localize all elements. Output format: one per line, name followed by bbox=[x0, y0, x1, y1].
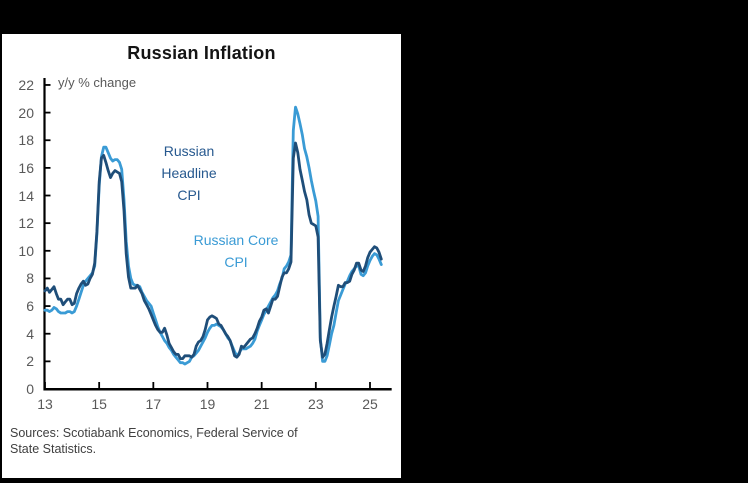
y-tick-label-6: 6 bbox=[26, 298, 34, 315]
sources-line-1: Sources: Scotiabank Economics, Federal S… bbox=[10, 426, 298, 440]
y-tick-label-14: 14 bbox=[18, 187, 34, 204]
headline-label-line-1: Russian bbox=[163, 143, 215, 159]
y-tick-label-0: 0 bbox=[26, 381, 34, 397]
y-tick-label-4: 4 bbox=[26, 325, 34, 342]
x-tick-label-25: 25 bbox=[362, 396, 378, 412]
y-tick-label-18: 18 bbox=[18, 132, 34, 149]
core-label-line-2: CPI bbox=[224, 254, 248, 270]
chart-panel: Russian Inflation y/y % change 0 2 4 6 8 10 12… bbox=[0, 34, 401, 478]
x-tick-label-13: 13 bbox=[37, 396, 53, 412]
y-tick-label-8: 8 bbox=[26, 270, 34, 287]
y-tick-label-12: 12 bbox=[18, 215, 34, 232]
x-tick-label-23: 23 bbox=[308, 396, 324, 412]
headline-label-line-2: Headline bbox=[161, 165, 217, 181]
y-tick-label-10: 10 bbox=[18, 242, 34, 259]
sources-note: Sources: Scotiabank Economics, Federal S… bbox=[10, 425, 392, 457]
line-chart-plot bbox=[43, 77, 392, 391]
y-tick-label-2: 2 bbox=[26, 353, 34, 370]
x-tick-label-17: 17 bbox=[145, 396, 162, 412]
sources-line-2: State Statistics. bbox=[10, 442, 97, 456]
y-tick-label-16: 16 bbox=[18, 159, 34, 176]
core-label-line-1: Russian Core bbox=[193, 232, 279, 248]
y-tick-label-22: 22 bbox=[18, 76, 34, 93]
y-tick-label-20: 20 bbox=[18, 104, 34, 121]
y-axis-unit-note: y/y % change bbox=[58, 75, 137, 90]
headline-cpi-series-line bbox=[43, 141, 383, 361]
headline-cpi-series-label: Russian Headline CPI bbox=[127, 140, 251, 206]
x-tick-label-15: 15 bbox=[91, 396, 107, 412]
headline-label-line-3: CPI bbox=[177, 187, 201, 203]
x-tick-label-19: 19 bbox=[199, 396, 216, 412]
chart-title: Russian Inflation bbox=[127, 43, 276, 63]
x-tick-label-21: 21 bbox=[253, 396, 270, 412]
core-cpi-series-label: Russian Core CPI bbox=[174, 229, 298, 273]
